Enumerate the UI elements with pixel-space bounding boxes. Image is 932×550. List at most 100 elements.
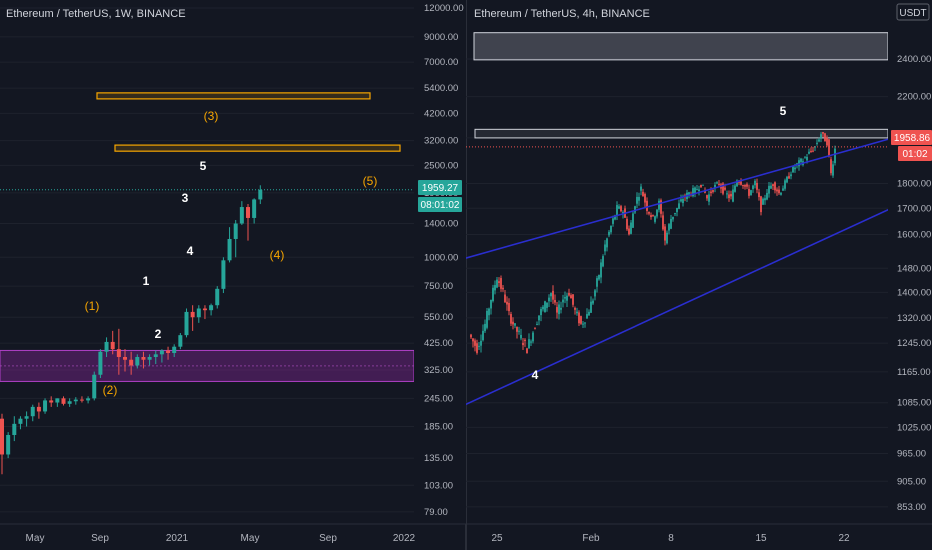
right-candle [530,339,532,347]
left-wave-label: 5 [200,159,207,173]
right-candle [512,317,514,330]
right-candle [760,195,762,216]
left-candle [123,349,127,372]
left-candle [12,416,17,442]
right-candle [470,333,472,340]
right-x-tick-label: 22 [838,533,850,544]
right-candle [562,294,564,308]
right-resistance-box [473,32,889,61]
right-candle [576,307,578,316]
right-candle [640,183,642,196]
right-candle [522,338,524,350]
right-candle [596,275,598,293]
left-candle [147,354,152,366]
right-candle [638,192,640,206]
left-target-box [114,144,401,152]
left-y-tick-labels: 12000.00 9000.00 7000.00 5400.00 4200.00 3200… [424,3,464,518]
left-countdown-badge-text: 08:01:02 [421,200,460,211]
right-candle [532,331,534,344]
right-candle [496,276,498,289]
right-candle [584,322,586,328]
right-y-tick-label: 2400.00 [897,54,931,65]
right-candle [700,184,702,188]
right-candle [830,156,832,176]
right-price-axis[interactable] [888,0,932,524]
right-y-tick-labels: 2400.002200.002000.001800.001700.001600.… [897,54,931,513]
right-candle [666,230,668,245]
right-candle [548,294,550,308]
left-wave-label: 4 [187,244,194,258]
right-candle [702,184,704,186]
right-candle [616,201,618,221]
left-candle [172,344,177,357]
left-price-badge-text: 1959.27 [422,183,459,194]
left-candle [129,351,134,375]
right-candle [788,172,790,179]
left-wave-label: (2) [103,383,118,397]
left-candle [246,204,250,241]
left-x-tick-label: Sep [319,533,337,544]
right-candle [758,188,760,201]
left-y-tick-label: 2500.00 [424,160,458,171]
left-candle [159,349,164,363]
right-x-tick-label: 8 [668,533,674,544]
right-channel [429,125,932,422]
left-wave-label: (5) [363,174,378,188]
right-candle [826,135,828,147]
right-candle [716,181,718,185]
right-candle [482,324,484,342]
left-candle [6,432,11,459]
right-candle [658,198,660,213]
right-candle [598,274,600,281]
right-candle [506,296,508,311]
left-x-tick-label: 2022 [393,533,416,544]
right-candle [762,197,764,205]
right-candle [656,209,658,219]
left-price-axis[interactable] [414,0,466,524]
right-candle [784,178,786,191]
right-candle [818,137,820,143]
left-candle [43,398,48,414]
right-candle [778,185,780,195]
left-candle [36,402,41,419]
right-price-badge: 1958.86 [891,130,932,145]
right-candle [668,223,670,235]
right-y-tick-label: 905.00 [897,476,926,487]
left-y-tick-label: 425.00 [424,338,453,349]
currency-button-label[interactable]: USDT [899,8,926,19]
right-candle [824,132,826,142]
right-candle [692,185,694,198]
right-candle [480,334,482,353]
left-candle [209,303,214,316]
left-support-band [0,349,415,382]
left-candle [86,396,91,404]
right-candle [476,339,478,355]
right-candle [540,306,542,322]
right-candle [810,147,812,153]
right-candle [618,204,620,210]
right-candle [474,338,476,352]
left-y-tick-label: 4200.00 [424,108,458,119]
left-y-tick-label: 750.00 [424,281,453,292]
left-wave-label: 2 [155,327,162,341]
right-y-tick-label: 1480.00 [897,263,931,274]
right-candle [620,204,622,213]
right-candle [756,178,758,194]
left-wave-labels: (1) (2) (3) (4) (5) 1 2 3 4 5 [85,109,378,397]
right-candle [500,275,502,292]
left-y-tick-label: 3200.00 [424,136,458,147]
right-candle [764,194,766,205]
currency-button[interactable]: USDT [896,3,930,21]
right-chart-title: Ethereum / TetherUS, 4h, BINANCE [474,8,650,20]
right-candle [708,190,710,206]
left-target-box [96,92,371,100]
left-candle [166,346,171,360]
right-candle [820,132,822,143]
left-candle [202,305,207,320]
right-candles [466,131,888,355]
left-candle [184,308,189,338]
left-countdown-badge: 08:01:02 [418,197,462,212]
left-candle [196,305,201,323]
right-candle [772,183,774,190]
right-price-badge-text: 1958.86 [894,133,931,144]
